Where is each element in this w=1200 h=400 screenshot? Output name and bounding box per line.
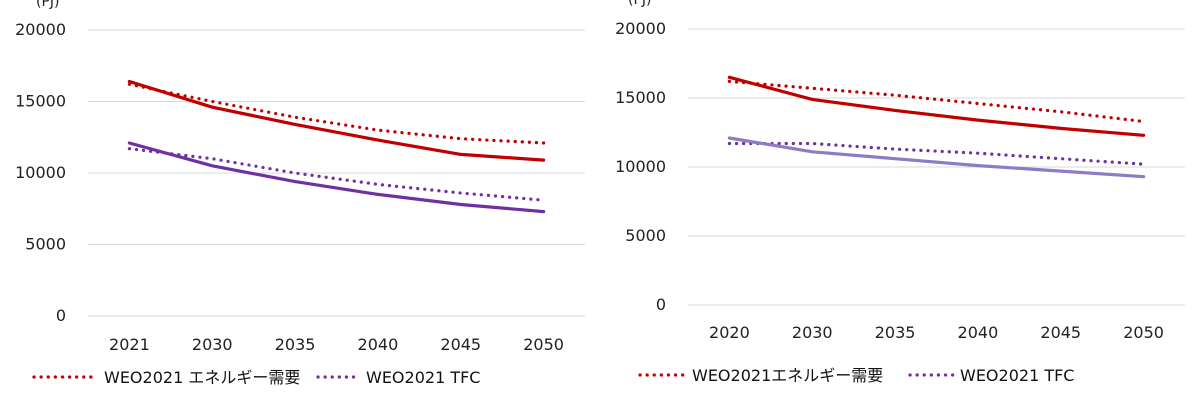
series-solid-2 — [127, 79, 546, 162]
y-tick-label: 20000 — [615, 19, 666, 38]
legend-label: WEO2021 TFC — [366, 368, 480, 387]
x-tick-label: 2035 — [275, 335, 316, 354]
x-tick-label: 2045 — [1040, 323, 1081, 342]
y-tick-label: 15000 — [15, 92, 66, 111]
y-tick-label: 0 — [656, 295, 666, 314]
series-dotted-3 — [127, 147, 546, 202]
legend-label: WEO2021エネルギー需要 — [692, 366, 883, 385]
legend-label: WEO2021 エネルギー需要 — [104, 368, 300, 387]
chart-1: (PJ) 0 5000 10000 15000 20000 2021 2030 2035 2040… — [15, 0, 585, 387]
x-tick-label: 2030 — [192, 335, 233, 354]
x-tick-label: 2021 — [109, 335, 150, 354]
x-tick-label: 2050 — [523, 335, 564, 354]
y-tick-label: 15000 — [615, 88, 666, 107]
y-tick-label: 0 — [56, 306, 66, 325]
series-dotted-1 — [727, 79, 1146, 124]
y-unit-label: (PJ) — [628, 0, 652, 8]
x-tick-label: 2040 — [358, 335, 399, 354]
y-tick-label: 10000 — [15, 163, 66, 182]
series-solid-4 — [727, 136, 1146, 179]
x-tick-label: 2045 — [440, 335, 481, 354]
chart-2: (PJ) 0 5000 10000 15000 20000 2020 2030 2035 2040… — [615, 0, 1185, 385]
y-tick-label: 10000 — [615, 157, 666, 176]
x-tick-label: 2050 — [1123, 323, 1164, 342]
series-dotted-3 — [727, 141, 1146, 166]
y-tick-label: 20000 — [15, 20, 66, 39]
series-solid-2 — [727, 75, 1146, 137]
x-tick-label: 2040 — [958, 323, 999, 342]
series-solid-4 — [127, 141, 546, 214]
series-dotted-1 — [127, 82, 546, 145]
x-tick-label: 2020 — [709, 323, 750, 342]
x-tick-label: 2030 — [792, 323, 833, 342]
y-tick-label: 5000 — [25, 235, 66, 254]
legend-label: WEO2021 TFC — [960, 366, 1074, 385]
y-tick-label: 5000 — [625, 226, 666, 245]
y-unit-label: (PJ) — [36, 0, 60, 10]
x-tick-label: 2035 — [875, 323, 916, 342]
